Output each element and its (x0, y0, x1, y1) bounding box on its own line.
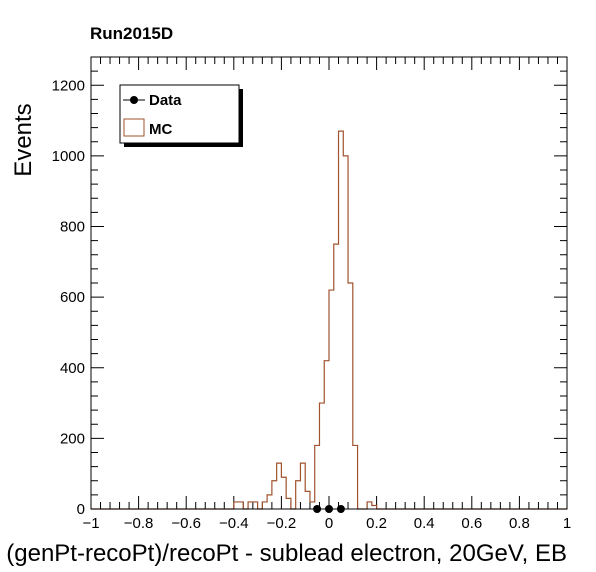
x-tick-label: 0.6 (461, 515, 482, 532)
y-tick-label: 1200 (52, 77, 85, 94)
axis-tick-labels: −1 −0.8 −0.6 −0.4 −0.2 0 0.2 0.4 0.6 0.8 1 0 200 400 6… (52, 77, 572, 532)
chart-title: Run2015D (90, 24, 173, 43)
legend-mc-swatch (123, 118, 145, 137)
x-tick-label: 0.4 (414, 515, 435, 532)
x-tick-label: −0.6 (171, 515, 201, 532)
legend: Data MC (119, 84, 243, 147)
y-tick-label: 600 (60, 289, 85, 306)
x-tick-label: −0.2 (267, 515, 297, 532)
plot-frame (90, 56, 568, 510)
y-tick-label: 1000 (52, 148, 85, 165)
y-tick-label: 800 (60, 219, 85, 236)
y-tick-label: 400 (60, 360, 85, 377)
legend-data-marker (130, 96, 138, 104)
legend-data-label: Data (149, 92, 182, 109)
x-tick-label: 0.2 (366, 515, 387, 532)
legend-mc-label: MC (149, 121, 172, 138)
y-tick-label: 200 (60, 430, 85, 447)
x-tick-label: 0.8 (509, 515, 530, 532)
y-tick-label: 0 (77, 501, 85, 518)
x-axis-label: (genPt-recoPt)/recoPt - sublead electron… (6, 540, 567, 567)
x-tick-label: −1 (82, 515, 99, 532)
x-tick-label: −0.8 (124, 515, 154, 532)
x-tick-label: 1 (563, 515, 571, 532)
x-tick-label: 0 (325, 515, 333, 532)
x-tick-label: −0.4 (219, 515, 249, 532)
mc-histogram-line (91, 130, 567, 510)
y-axis-label: Events (10, 103, 37, 176)
